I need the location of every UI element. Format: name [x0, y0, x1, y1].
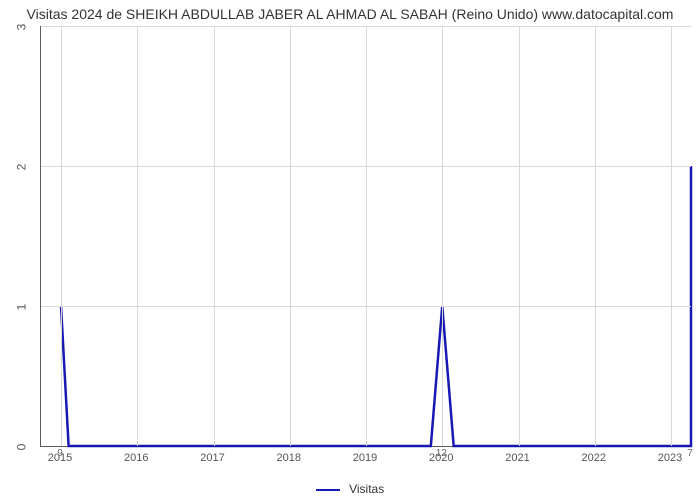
x-tick-label: 2023: [658, 452, 682, 464]
gridline-v: [595, 26, 596, 446]
gridline-h: [41, 26, 691, 27]
gridline-h: [41, 166, 691, 167]
plot-area: [40, 26, 691, 447]
gridline-v: [671, 26, 672, 446]
chart-title: Visitas 2024 de SHEIKH ABDULLAB JABER AL…: [0, 6, 700, 22]
gridline-v: [366, 26, 367, 446]
point-label: 7: [687, 448, 693, 459]
legend: Visitas: [0, 482, 700, 496]
gridline-v: [214, 26, 215, 446]
gridline-v: [519, 26, 520, 446]
chart-container: Visitas 2024 de SHEIKH ABDULLAB JABER AL…: [0, 0, 700, 500]
x-tick-label: 2021: [505, 452, 529, 464]
gridline-h: [41, 306, 691, 307]
legend-label: Visitas: [349, 482, 384, 496]
y-tick-label: 3: [14, 24, 28, 31]
y-tick-label: 0: [14, 444, 28, 451]
legend-swatch: [316, 489, 340, 491]
gridline-v: [61, 26, 62, 446]
x-tick-label: 2022: [582, 452, 606, 464]
y-tick-label: 1: [14, 304, 28, 311]
gridline-v: [290, 26, 291, 446]
x-tick-label: 2017: [200, 452, 224, 464]
x-tick-label: 2018: [277, 452, 301, 464]
x-tick-label: 2016: [124, 452, 148, 464]
x-tick-label: 2019: [353, 452, 377, 464]
gridline-v: [442, 26, 443, 446]
y-tick-label: 2: [14, 164, 28, 171]
gridline-v: [137, 26, 138, 446]
point-label: 12: [436, 448, 447, 459]
point-label: 9: [57, 448, 63, 459]
